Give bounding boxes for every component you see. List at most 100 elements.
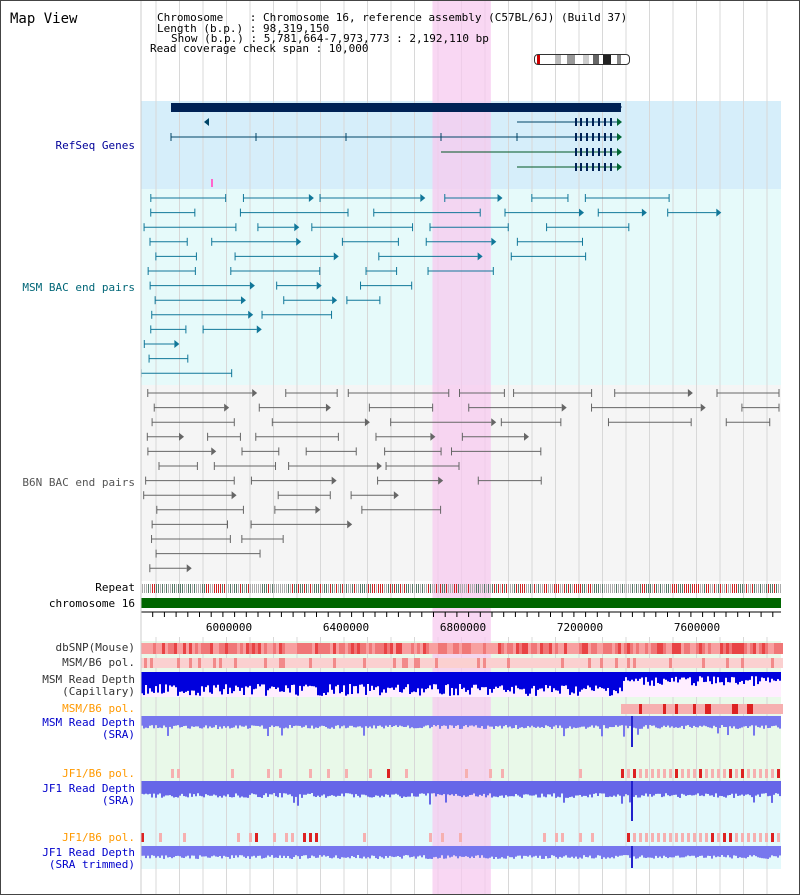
msm-depth-capillary-bar — [771, 672, 773, 679]
jf1-b6-pol2-mark — [681, 833, 684, 842]
jf1-depth-sra-bar — [609, 781, 611, 797]
jf1-b6-pol-mark — [765, 769, 768, 778]
msm-b6-pol-mark — [666, 658, 669, 668]
jf1-depth-trimmed-bar — [621, 846, 623, 856]
dbsnp-label[interactable]: dbSNP(Mouse) — [55, 641, 135, 654]
jf1-b6-pol2-mark — [735, 833, 738, 842]
msm-b6-pol-mark — [558, 658, 561, 668]
repeat-mark — [456, 584, 457, 593]
jf1-depth-trimmed-bar — [385, 846, 387, 856]
msm-depth-capillary-bar — [427, 672, 429, 689]
repeat-mark — [240, 584, 241, 593]
repeat-mark — [294, 584, 295, 593]
msm-depth-sra-bar — [189, 716, 191, 729]
repeat-mark — [400, 584, 401, 593]
jf1-depth-trimmed-bar — [575, 846, 577, 857]
msm-depth-sra-bar — [739, 716, 741, 729]
dbsnp-mark — [300, 643, 303, 654]
jf1-depth-sra-bar — [517, 781, 519, 796]
dbsnp-mark — [420, 643, 423, 654]
jf1-depth-trimmed-bar — [197, 846, 199, 859]
msm-depth-capillary-bar — [755, 672, 757, 677]
msm-b6-pol-mark — [345, 658, 348, 668]
msm-depth-sra-bar — [599, 716, 601, 729]
msm-depth-capillary-bar — [433, 672, 435, 685]
jf1-depth-trimmed-bar — [373, 846, 375, 856]
jf1-depth-sra-bar — [207, 781, 209, 796]
msm-depth-sra-label[interactable]: MSM Read Depth (SRA) — [1, 717, 135, 741]
msm-b6-pol-mark — [486, 658, 489, 668]
dbsnp-mark — [756, 643, 759, 654]
msm-depth-capillary-bar — [521, 672, 523, 690]
refseq-transcript-end — [617, 163, 622, 171]
jf1-b6-pol2-label[interactable]: JF1/B6 pol. — [62, 831, 135, 844]
msm-b6-pol-mark — [438, 658, 441, 668]
jf1-b6-pol-label[interactable]: JF1/B6 pol. — [62, 767, 135, 780]
jf1-depth-sra-bar — [375, 781, 377, 796]
jf1-depth-sra-bar — [415, 781, 417, 797]
jf1-depth-trimmed-bar — [723, 846, 725, 857]
jf1-depth-trimmed-bar — [429, 846, 431, 859]
jf1-depth-sra-bar — [595, 781, 597, 794]
jf1-depth-trimmed-bar — [761, 846, 763, 859]
dbsnp-mark — [153, 643, 156, 654]
msm-b6-pol-mark — [522, 658, 525, 668]
jf1-b6-pol-mark — [717, 769, 720, 778]
repeat-mark — [686, 584, 687, 593]
msm-b6-pol2-label[interactable]: MSM/B6 pol. — [62, 702, 135, 715]
msm-b6-pol-mark — [477, 658, 480, 668]
msm-b6-pol-label[interactable]: MSM/B6 pol. — [62, 656, 135, 669]
refseq-genes-label[interactable]: RefSeq Genes — [55, 139, 135, 152]
msm-depth-capillary-bar — [169, 672, 171, 686]
msm-b6-pol-mark — [351, 658, 354, 668]
msm-depth-sra-bar — [289, 716, 291, 726]
repeat-mark — [312, 584, 313, 593]
msm-depth-sra-bar — [573, 716, 575, 728]
jf1-depth-trimmed-bar — [549, 846, 551, 859]
jf1-b6-pol2-mark — [759, 833, 762, 842]
msm-depth-capillary-label[interactable]: MSM Read Depth (Capillary) — [1, 674, 135, 698]
jf1-depth-sra-bar — [647, 781, 649, 797]
jf1-depth-trimmed-bar — [743, 846, 745, 858]
msm-b6-pol-mark — [669, 658, 672, 668]
msm-depth-sra-bar — [439, 716, 441, 729]
jf1-depth-sra-bar — [645, 781, 647, 794]
jf1-depth-sra-bar — [757, 781, 759, 795]
msm-depth-capillary-bar — [381, 672, 383, 693]
jf1-depth-trimmed-bar — [503, 846, 505, 859]
jf1-depth-sra-bar — [483, 781, 485, 794]
msm-depth-sra-bar — [455, 716, 457, 726]
jf1-b6-pol2-mark — [363, 833, 366, 842]
msm-depth-sra-bar — [665, 716, 667, 728]
msm-depth-capillary-bar — [713, 672, 715, 677]
repeat-mark — [624, 584, 625, 593]
msm-depth-sra-line2: (SRA) — [101, 728, 135, 741]
msm-depth-capillary-bar — [319, 672, 321, 696]
msm-b6-pol-mark — [387, 658, 390, 668]
repeat-mark — [308, 584, 309, 593]
msm-b6-pol-mark — [552, 658, 555, 668]
jf1-depth-trimmed-bar — [275, 846, 277, 858]
jf1-depth-sra-bar — [381, 781, 383, 796]
msm-b6-pol-mark — [240, 658, 243, 668]
repeat-mark — [488, 584, 489, 593]
msm-b6-pol-mark — [732, 658, 735, 668]
dbsnp-mark — [729, 643, 732, 654]
chromosome-ideogram[interactable] — [534, 54, 630, 65]
msm-bac-label[interactable]: MSM BAC end pairs — [22, 281, 135, 294]
msm-depth-capillary-bar — [539, 672, 541, 689]
msm-b6-pol-mark — [336, 658, 339, 668]
jf1-depth-trimmed-bar — [427, 846, 429, 859]
jf1-depth-sra-bar — [457, 781, 459, 796]
jf1-depth-trimmed-label[interactable]: JF1 Read Depth (SRA trimmed) — [1, 847, 135, 871]
jf1-b6-pol-mark — [309, 769, 312, 778]
jf1-depth-sra-label[interactable]: JF1 Read Depth (SRA) — [1, 783, 135, 807]
msm-depth-sra-bar — [419, 716, 421, 728]
msm-depth-capillary-bar — [333, 672, 335, 694]
msm-depth-capillary-bar — [513, 672, 515, 694]
jf1-depth-trimmed-bar — [213, 846, 215, 856]
msm-depth-sra-bar — [347, 716, 349, 728]
msm-depth-sra-bar — [369, 716, 371, 727]
msm-depth-capillary-bar — [559, 672, 561, 694]
b6n-bac-label[interactable]: B6N BAC end pairs — [22, 476, 135, 489]
